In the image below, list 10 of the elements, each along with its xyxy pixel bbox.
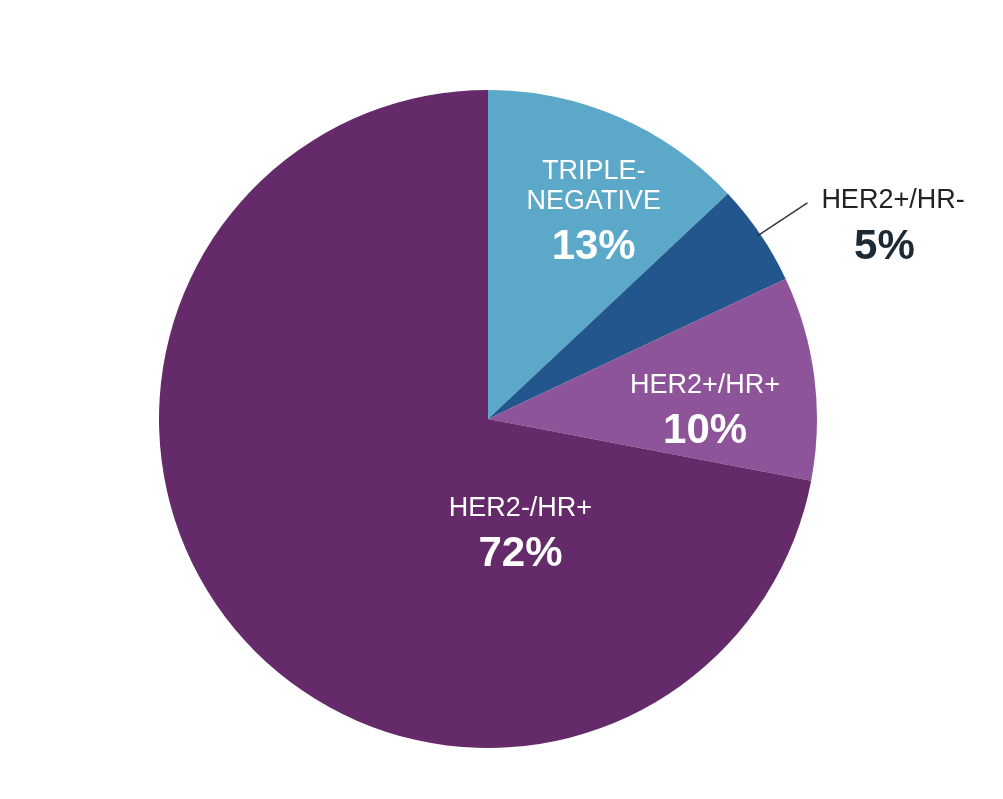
slice-label: HER2+/HR+ <box>630 369 781 400</box>
slice-label: HER2-/HR+ <box>448 492 593 523</box>
slice-label: HER2+/HR- <box>821 183 965 214</box>
data-label: 13% <box>551 221 636 269</box>
data-label: 10% <box>663 405 748 453</box>
data-label: 72% <box>478 528 563 576</box>
pie-slice <box>159 90 812 748</box>
pie-slice <box>488 278 817 481</box>
data-label: 5% <box>854 220 915 268</box>
slice-label: TRIPLE-NEGATIVE <box>526 155 661 216</box>
